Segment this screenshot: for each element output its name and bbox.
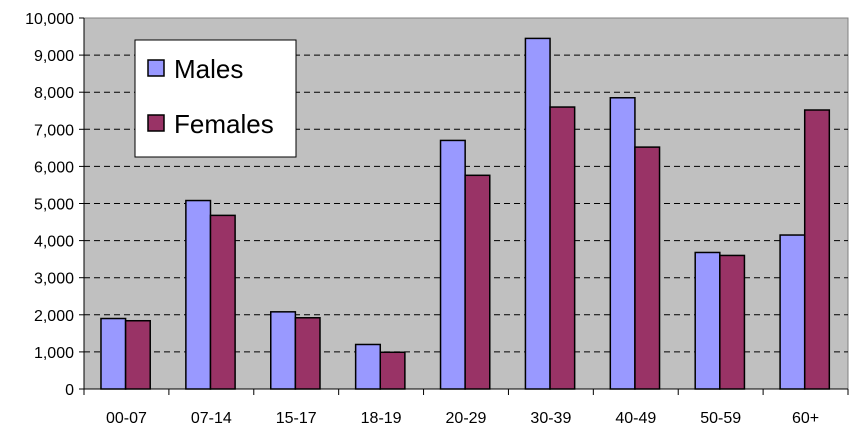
bar-females-60+ <box>803 109 831 390</box>
y-tick-label: 9,000 <box>34 48 74 65</box>
bars <box>100 37 831 390</box>
legend: Males Females <box>134 39 297 158</box>
y-tick-label: 10,000 <box>25 11 74 28</box>
y-tick-label: 3,000 <box>34 271 74 288</box>
bar-females-00-07 <box>124 319 151 390</box>
bar-females-40-49 <box>634 146 661 390</box>
bar-females-18-19 <box>379 351 406 390</box>
bar-males-18-19 <box>354 343 382 390</box>
bar-females-20-29 <box>464 174 491 390</box>
bar-males-15-17 <box>270 311 297 390</box>
bar-males-60+ <box>779 234 806 390</box>
legend-swatch-males <box>147 59 165 77</box>
bar-males-50-59 <box>694 251 721 390</box>
bar-males-20-29 <box>439 139 466 390</box>
bar-males-00-07 <box>100 317 127 390</box>
x-tick-label: 60+ <box>792 410 819 427</box>
legend-label-females: Females <box>174 109 274 139</box>
bar-males-40-49 <box>609 97 636 390</box>
y-tick-label: 8,000 <box>34 85 74 102</box>
y-tick-label: 7,000 <box>34 122 74 139</box>
x-tick-label: 07-14 <box>191 410 232 427</box>
legend-swatch-females <box>147 114 165 132</box>
x-tick-label: 18-19 <box>361 410 402 427</box>
legend-label-males: Males <box>174 54 243 84</box>
x-tick-label: 40-49 <box>615 410 656 427</box>
y-tick-label: 2,000 <box>34 308 74 325</box>
x-tick-label: 20-29 <box>446 410 487 427</box>
x-tick-label: 30-39 <box>530 410 571 427</box>
x-tick-label: 15-17 <box>276 410 317 427</box>
bar-males-07-14 <box>185 199 212 390</box>
bar-females-50-59 <box>719 254 746 390</box>
x-axis: 00-07 07-14 15-17 18-19 20-29 30-39 40-49 50-59… <box>83 388 849 427</box>
x-tick-label: 50-59 <box>700 410 741 427</box>
y-tick-label: 0 <box>65 382 74 399</box>
y-tick-label: 4,000 <box>34 234 74 251</box>
y-tick-label: 5,000 <box>34 197 74 214</box>
x-tick-label: 00-07 <box>106 410 147 427</box>
y-axis: 0 1,000 2,000 3,000 4,000 5,000 6,000 7,000 8,00… <box>25 11 85 399</box>
y-tick-label: 6,000 <box>34 159 74 176</box>
bar-females-30-39 <box>549 106 576 390</box>
bar-females-07-14 <box>209 214 236 390</box>
bar-females-15-17 <box>294 317 321 390</box>
bar-males-30-39 <box>524 37 551 390</box>
y-tick-label: 1,000 <box>34 345 74 362</box>
